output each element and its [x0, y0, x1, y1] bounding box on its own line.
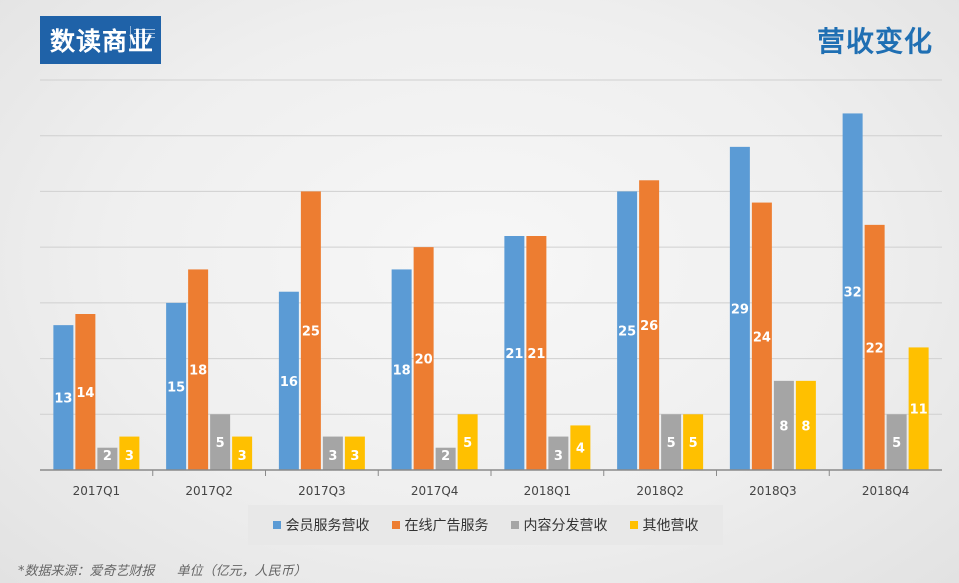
- bar: [97, 447, 118, 470]
- bar: [886, 414, 907, 470]
- brand-logo: 数读商业: [40, 16, 161, 64]
- bar: [391, 269, 412, 470]
- chart-bars: [53, 113, 929, 471]
- data-label: 14: [76, 386, 94, 401]
- data-label: 3: [125, 449, 134, 464]
- data-label: 3: [238, 449, 247, 464]
- data-label: 2: [441, 449, 450, 464]
- legend-swatch: [629, 521, 638, 529]
- bar: [457, 414, 478, 470]
- x-tick-label: 2018Q4: [862, 484, 910, 498]
- legend-label: 在线广告服务: [404, 518, 489, 534]
- data-label: 24: [753, 330, 771, 345]
- data-label: 5: [463, 436, 472, 451]
- bar: [617, 191, 638, 470]
- data-label: 32: [844, 286, 862, 301]
- data-label: 5: [216, 436, 225, 451]
- data-label: 29: [731, 302, 749, 317]
- data-label: 11: [910, 403, 928, 418]
- bar: [661, 414, 682, 470]
- source-note: *数据来源：爱奇艺财报 单位（亿元，人民币）: [18, 560, 325, 579]
- legend-label: 其他营收: [642, 518, 699, 534]
- data-label: 18: [393, 364, 411, 379]
- legend-swatch: [510, 521, 519, 529]
- data-label: 4: [576, 442, 585, 457]
- x-tick-label: 2018Q2: [636, 484, 684, 498]
- bar: [75, 314, 96, 470]
- bar: [188, 269, 209, 470]
- data-label: 5: [667, 436, 676, 451]
- data-label: 22: [866, 341, 884, 356]
- bar: [548, 436, 569, 470]
- chart-x-axis: 2017Q1 2017Q2 2017Q3 2017Q4 2018Q1 2018Q2 2018…: [40, 469, 942, 498]
- data-label: 25: [302, 325, 320, 340]
- data-label: 18: [189, 364, 207, 379]
- bar: [300, 191, 321, 470]
- data-label: 3: [328, 449, 337, 464]
- data-label: 8: [779, 419, 788, 434]
- legend-item-other: 其他营收: [629, 515, 699, 535]
- x-tick-label: 2018Q1: [524, 484, 572, 498]
- bar: [795, 380, 816, 470]
- bar: [210, 414, 231, 470]
- bar: [344, 436, 365, 470]
- data-label: 20: [415, 353, 433, 368]
- bar: [773, 380, 794, 470]
- data-label: 8: [801, 419, 810, 434]
- data-label: 26: [640, 319, 658, 334]
- bar: [413, 247, 434, 470]
- logo-small-print: [130, 26, 155, 48]
- bar: [53, 325, 74, 470]
- bar: [278, 291, 299, 470]
- legend-item-membership: 会员服务营收: [272, 515, 370, 535]
- data-label: 5: [689, 436, 698, 451]
- data-label: 21: [527, 347, 545, 362]
- bar: [864, 224, 885, 470]
- bar: [842, 113, 863, 470]
- bar: [683, 414, 704, 470]
- legend-label: 会员服务营收: [285, 518, 370, 534]
- legend-item-advertising: 在线广告服务: [391, 515, 489, 535]
- page-title: 营收变化: [816, 25, 933, 58]
- data-label: 3: [554, 449, 563, 464]
- x-tick-label: 2018Q3: [749, 484, 797, 498]
- bar: [166, 302, 187, 470]
- data-label: 3: [350, 449, 359, 464]
- data-label: 13: [54, 392, 72, 407]
- bar: [639, 180, 660, 471]
- source-text: *数据来源：爱奇艺财报: [18, 564, 155, 579]
- bar: [119, 436, 140, 470]
- bar: [435, 447, 456, 470]
- bar: [526, 236, 547, 470]
- brand-logo-text: 数读商业: [50, 27, 155, 56]
- data-label: 16: [280, 375, 298, 390]
- unit-text: 单位（亿元，人民币）: [176, 564, 307, 579]
- chart-legend: 会员服务营收 在线广告服务 内容分发营收 其他营收: [248, 505, 723, 545]
- bar: [570, 425, 591, 470]
- data-label: 25: [618, 325, 636, 340]
- data-label: 2: [103, 449, 112, 464]
- bar: [908, 347, 929, 470]
- x-tick-label: 2017Q2: [185, 484, 233, 498]
- bar: [232, 436, 253, 470]
- bar: [504, 236, 525, 470]
- legend-item-content-distribution: 内容分发营收: [510, 515, 608, 535]
- legend-swatch: [391, 521, 400, 529]
- x-tick-label: 2017Q1: [73, 484, 121, 498]
- bar: [751, 202, 772, 471]
- x-tick-label: 2017Q3: [298, 484, 346, 498]
- legend-swatch: [272, 521, 281, 529]
- bar: [322, 436, 343, 470]
- data-label: 15: [167, 380, 185, 395]
- legend-label: 内容分发营收: [523, 518, 608, 534]
- data-label: 21: [505, 347, 523, 362]
- x-tick-label: 2017Q4: [411, 484, 459, 498]
- bar: [729, 146, 750, 470]
- data-label: 5: [892, 436, 901, 451]
